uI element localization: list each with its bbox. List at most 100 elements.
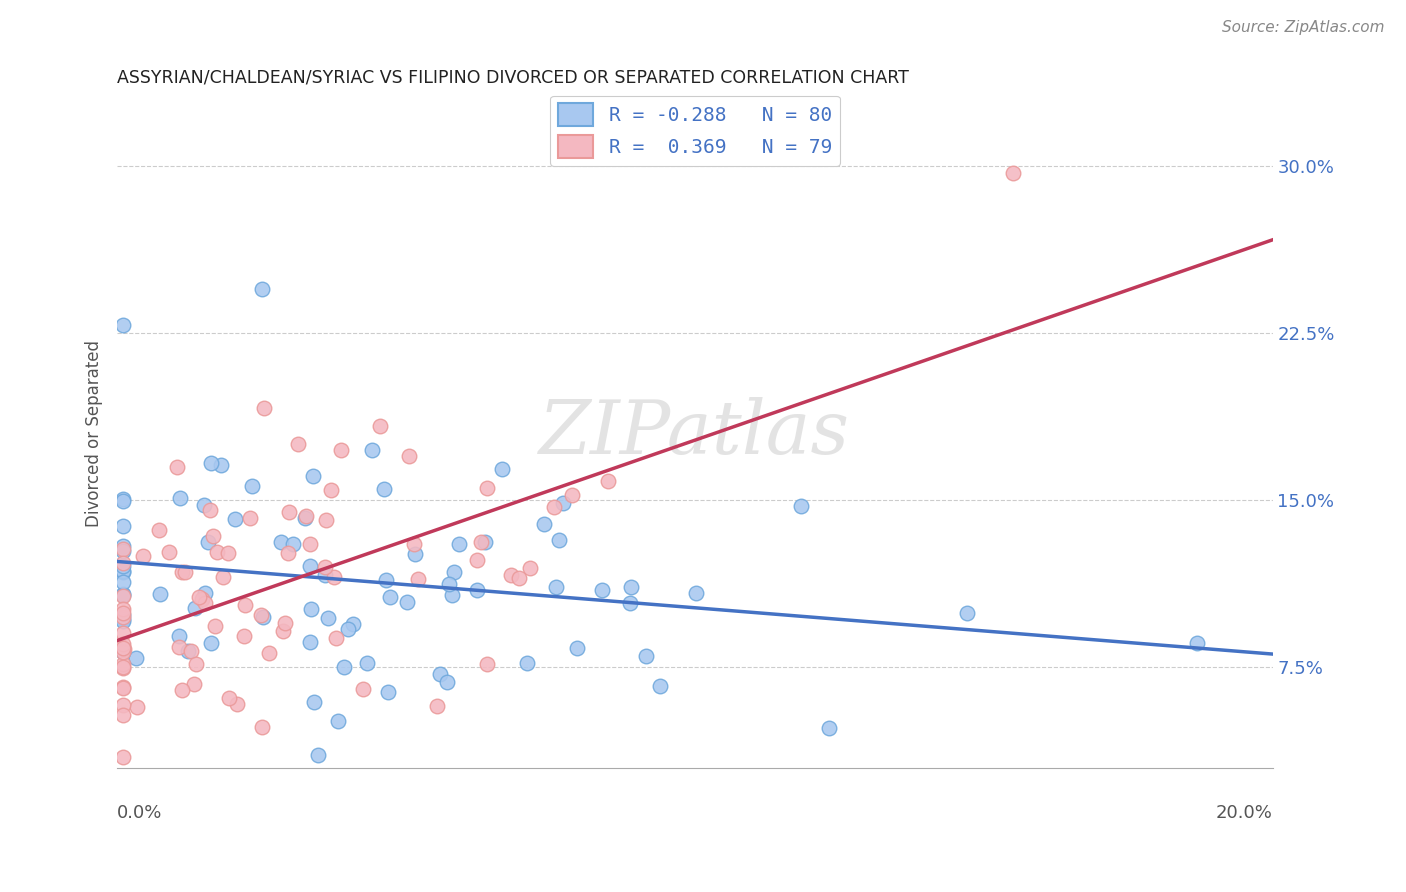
Point	[111, 681, 134, 695]
Point	[257, 646, 280, 660]
Point	[111, 602, 134, 616]
Point	[132, 549, 155, 564]
Point	[330, 443, 353, 458]
Point	[315, 513, 337, 527]
Point	[319, 483, 342, 497]
Point	[233, 629, 256, 643]
Point	[436, 674, 458, 689]
Point	[111, 556, 134, 570]
Point	[270, 535, 292, 549]
Point	[368, 418, 391, 433]
Text: ASSYRIAN/CHALDEAN/SYRIAC VS FILIPINO DIVORCED OR SEPARATED CORRELATION CHART: ASSYRIAN/CHALDEAN/SYRIAC VS FILIPINO DIV…	[117, 69, 910, 87]
Point	[546, 580, 568, 594]
Point	[406, 572, 429, 586]
Point	[111, 680, 134, 694]
Point	[111, 657, 134, 671]
Point	[294, 510, 316, 524]
Point	[437, 577, 460, 591]
Point	[491, 462, 513, 476]
Point	[204, 619, 226, 633]
Point	[817, 721, 839, 735]
Point	[287, 437, 309, 451]
Point	[323, 569, 346, 583]
Point	[111, 708, 134, 723]
Point	[591, 582, 613, 597]
Point	[111, 606, 134, 620]
Point	[226, 698, 249, 712]
Point	[333, 659, 356, 673]
Point	[212, 570, 235, 584]
Point	[173, 565, 195, 579]
Point	[111, 660, 134, 674]
Point	[360, 442, 382, 457]
Point	[224, 511, 246, 525]
Point	[1187, 636, 1209, 650]
Point	[477, 481, 499, 495]
Point	[111, 318, 134, 332]
Point	[170, 565, 193, 579]
Point	[395, 594, 418, 608]
Point	[252, 609, 274, 624]
Point	[233, 598, 256, 612]
Point	[111, 645, 134, 659]
Text: 0.0%: 0.0%	[117, 805, 163, 822]
Point	[194, 586, 217, 600]
Point	[342, 616, 364, 631]
Point	[209, 458, 232, 472]
Point	[111, 544, 134, 558]
Point	[240, 479, 263, 493]
Point	[187, 590, 209, 604]
Point	[112, 641, 135, 656]
Point	[111, 590, 134, 604]
Point	[302, 469, 325, 483]
Point	[111, 588, 134, 602]
Point	[217, 547, 239, 561]
Point	[447, 537, 470, 551]
Point	[148, 523, 170, 537]
Point	[111, 558, 134, 573]
Point	[374, 573, 396, 587]
Point	[501, 568, 523, 582]
Point	[200, 636, 222, 650]
Point	[194, 596, 217, 610]
Point	[295, 508, 318, 523]
Point	[239, 511, 262, 525]
Point	[373, 483, 395, 497]
Point	[111, 539, 134, 553]
Point	[567, 640, 589, 655]
Point	[111, 615, 134, 629]
Point	[398, 449, 420, 463]
Point	[111, 565, 134, 579]
Point	[302, 695, 325, 709]
Point	[167, 640, 190, 654]
Point	[166, 460, 188, 475]
Point	[508, 571, 530, 585]
Point	[561, 488, 583, 502]
Point	[475, 657, 498, 671]
Point	[1001, 166, 1024, 180]
Point	[125, 651, 148, 665]
Point	[516, 656, 538, 670]
Point	[198, 503, 221, 517]
Point	[253, 401, 276, 415]
Text: ZIPatlas: ZIPatlas	[540, 397, 851, 470]
Point	[596, 474, 619, 488]
Point	[298, 635, 321, 649]
Point	[111, 637, 134, 651]
Point	[467, 583, 489, 598]
Point	[790, 500, 813, 514]
Point	[193, 498, 215, 512]
Point	[111, 641, 134, 656]
Point	[443, 566, 465, 580]
Point	[336, 623, 359, 637]
Point	[218, 690, 240, 705]
Point	[111, 608, 134, 623]
Point	[111, 645, 134, 659]
Y-axis label: Divorced or Separated: Divorced or Separated	[86, 340, 103, 527]
Point	[316, 610, 339, 624]
Point	[111, 698, 134, 712]
Text: Source: ZipAtlas.com: Source: ZipAtlas.com	[1222, 20, 1385, 35]
Point	[180, 644, 202, 658]
Point	[111, 565, 134, 579]
Point	[326, 714, 349, 729]
